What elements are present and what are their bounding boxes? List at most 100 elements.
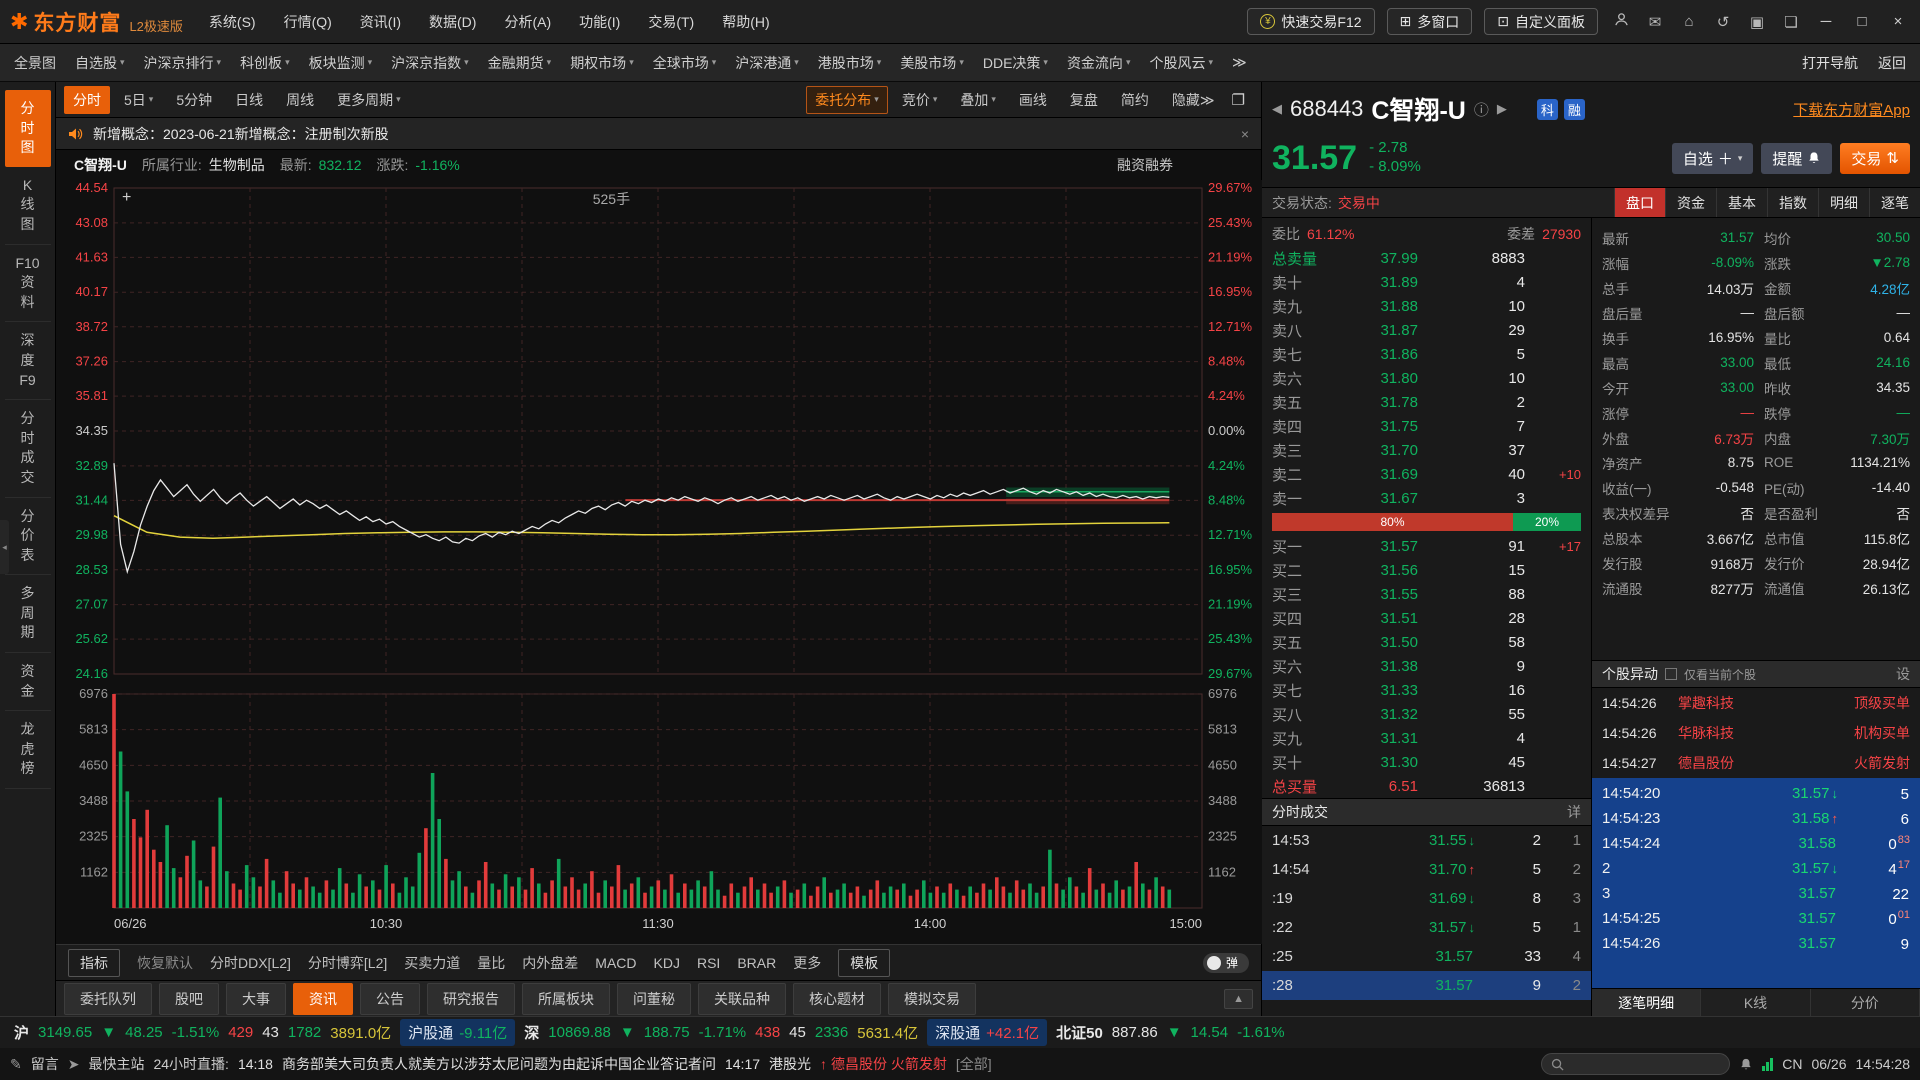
detail-tab[interactable]: 分价 — [1811, 989, 1920, 1016]
chart-tool-button[interactable]: 简约 ▾ — [1112, 86, 1158, 114]
nav-item[interactable]: 美股市场 ▾ — [900, 53, 964, 73]
all-alerts-link[interactable]: [全部] — [955, 1056, 992, 1072]
content-tab[interactable]: 大事 — [226, 982, 286, 1015]
indicator-item[interactable]: RSI — [696, 954, 721, 971]
content-tab[interactable]: 关联品种 — [698, 982, 786, 1015]
nav-item[interactable]: 自选股 ▾ — [75, 53, 125, 73]
indicator-item[interactable]: 分时博弈[L2] — [307, 954, 388, 971]
expand-panel-icon[interactable]: ▲ — [1224, 988, 1253, 1009]
indicator-item[interactable]: MACD — [595, 954, 637, 971]
indicator-item[interactable]: 指标 — [68, 948, 120, 977]
news-item[interactable]: 港股光 — [769, 1056, 812, 1072]
filter-label[interactable]: 仅看当前个股 — [1684, 667, 1757, 682]
chart-tool-button[interactable]: 复盘 ▾ — [1061, 86, 1107, 114]
content-tab[interactable]: 股吧 — [159, 982, 219, 1015]
sidebar-item[interactable]: 分 时 图 — [4, 90, 51, 167]
multi-window-button[interactable]: ⊞ 多窗口 — [1386, 8, 1473, 35]
bid-row[interactable]: 买六 31.38 9 — [1262, 654, 1591, 678]
chart-tool-button[interactable]: 委托分布 ▾ — [806, 85, 888, 114]
margin-trading-tag[interactable]: 融资融券 — [1117, 157, 1173, 173]
notification-bell-icon[interactable] — [1739, 1057, 1753, 1072]
indicator-item[interactable]: 更多 — [793, 954, 822, 971]
bid-row[interactable]: 买三 31.55 88 — [1262, 582, 1591, 606]
bid-row[interactable]: 买八 31.32 55 — [1262, 702, 1591, 726]
nav-item[interactable]: 全景图 ▾ — [14, 53, 56, 73]
indicator-item[interactable]: 分时DDX[L2] — [210, 954, 291, 971]
indicator-item[interactable]: KDJ — [653, 954, 680, 971]
nav-item[interactable]: 全球市场 ▾ — [653, 53, 717, 73]
period-button[interactable]: 日线 ▾ — [226, 86, 272, 114]
nav-item[interactable]: 港股市场 ▾ — [818, 53, 882, 73]
sidebar-item[interactable]: 分 时 成 交 — [4, 400, 51, 498]
nav-item[interactable]: 期权市场 ▾ — [570, 53, 634, 73]
indicator-item[interactable]: 内外盘差 — [522, 954, 579, 971]
message-icon[interactable]: ✎ — [10, 1055, 22, 1072]
ask-row[interactable]: 卖三 31.70 37 — [1262, 438, 1591, 462]
fast-server-label[interactable]: 最快主站 — [88, 1056, 145, 1072]
mail-icon[interactable]: ✉ — [1648, 13, 1662, 31]
ask-row[interactable]: 卖八 31.87 29 — [1262, 318, 1591, 342]
content-tab[interactable]: 研究报告 — [427, 982, 515, 1015]
sidebar-collapse-handle[interactable]: ◂ — [0, 520, 9, 574]
content-tab[interactable]: 委托队列 — [64, 982, 152, 1015]
chart-tool-button[interactable]: 竞价 ▾ — [893, 86, 947, 114]
content-tab[interactable]: 所属板块 — [522, 982, 610, 1015]
nav-item[interactable]: 沪深京指数 ▾ — [391, 53, 469, 73]
sidebar-item[interactable]: F10 资 料 — [4, 245, 51, 323]
menu-item[interactable]: 资讯(I) — [359, 13, 402, 30]
chart-tool-button[interactable]: 画线 ▾ — [1010, 86, 1056, 114]
close-icon[interactable]: × — [1240, 125, 1249, 142]
sidebar-item[interactable]: K 线 图 — [4, 167, 51, 245]
open-navigation-link[interactable]: 打开导航 — [1802, 54, 1858, 71]
bid-row[interactable]: 买九 31.31 4 — [1262, 726, 1591, 750]
ask-row[interactable]: 卖七 31.86 5 — [1262, 342, 1591, 366]
sh-index-label[interactable]: 沪 — [14, 1025, 30, 1042]
period-button[interactable]: 5分钟 ▾ — [167, 86, 221, 114]
gift-icon[interactable]: ▣ — [1749, 13, 1765, 31]
menu-item[interactable]: 数据(D) — [429, 13, 477, 30]
sgt-flow[interactable]: 深股通 +42.1亿 — [927, 1019, 1048, 1046]
sz-index-label[interactable]: 深 — [524, 1025, 540, 1042]
content-tab[interactable]: 资讯 — [293, 982, 353, 1015]
news-ticker-text[interactable]: 新增概念：2023-06-21新增概念：注册制次新股 — [93, 125, 389, 142]
undo-icon[interactable]: ↺ — [1716, 13, 1730, 31]
detail-tab[interactable]: K线 — [1701, 989, 1811, 1016]
nav-item[interactable]: ≫ ▾ — [1232, 53, 1247, 73]
content-tab[interactable]: 核心题材 — [793, 982, 881, 1015]
ask-row[interactable]: 卖二 31.69 40 +10 — [1262, 462, 1591, 486]
prev-stock-icon[interactable]: ◀ — [1272, 101, 1282, 116]
user-icon[interactable] — [1610, 12, 1632, 31]
custom-panel-button[interactable]: ⊡ 自定义面板 — [1484, 8, 1598, 35]
bid-row[interactable]: 买四 31.51 28 — [1262, 606, 1591, 630]
trade-button[interactable]: 交易 ⇅ — [1840, 142, 1910, 174]
bid-row[interactable]: 买七 31.33 16 — [1262, 678, 1591, 702]
close-button[interactable]: × — [1893, 13, 1903, 30]
download-app-link[interactable]: 下载东方财富App — [1793, 101, 1910, 119]
menu-item[interactable]: 分析(A) — [504, 13, 552, 30]
ask-row[interactable]: 卖十 31.89 4 — [1262, 270, 1591, 294]
sidebar-item[interactable]: 多 周 期 — [4, 575, 51, 654]
sidebar-item[interactable]: 龙 虎 榜 — [4, 711, 51, 790]
minimize-button[interactable]: ─ — [1820, 13, 1832, 30]
menu-item[interactable]: 功能(I) — [579, 13, 621, 30]
content-tab[interactable]: 公告 — [360, 982, 420, 1015]
sidebar-item[interactable]: 分 价 表 — [4, 498, 51, 576]
sidebar-item[interactable]: 资 金 — [4, 653, 51, 712]
panel-tab[interactable]: 基本 — [1716, 188, 1767, 217]
alerts-settings[interactable]: 设 — [1896, 666, 1910, 682]
ask-row[interactable]: 卖一 31.67 3 — [1262, 486, 1591, 510]
bz50-index-label[interactable]: 北证50 — [1056, 1025, 1103, 1042]
info-icon[interactable]: ⓘ — [1473, 101, 1489, 119]
search-input[interactable] — [1570, 1056, 1721, 1072]
detail-tab[interactable]: 逐笔明细 — [1592, 989, 1702, 1016]
nav-item[interactable]: 板块监测 ▾ — [309, 53, 373, 73]
indicator-item[interactable]: 量比 — [477, 954, 506, 971]
chart-tool-button[interactable]: 隐藏≫ ▾ — [1163, 86, 1224, 114]
menu-item[interactable]: 交易(T) — [648, 13, 695, 30]
indicator-item[interactable]: 模板 — [838, 948, 891, 977]
home-icon[interactable]: ⌂ — [1684, 13, 1694, 30]
message-label[interactable]: 留言 — [30, 1056, 59, 1072]
indicator-item[interactable]: BRAR — [737, 954, 777, 971]
panel-tab[interactable]: 盘口 — [1614, 188, 1665, 217]
filter-checkbox[interactable] — [1665, 668, 1677, 680]
